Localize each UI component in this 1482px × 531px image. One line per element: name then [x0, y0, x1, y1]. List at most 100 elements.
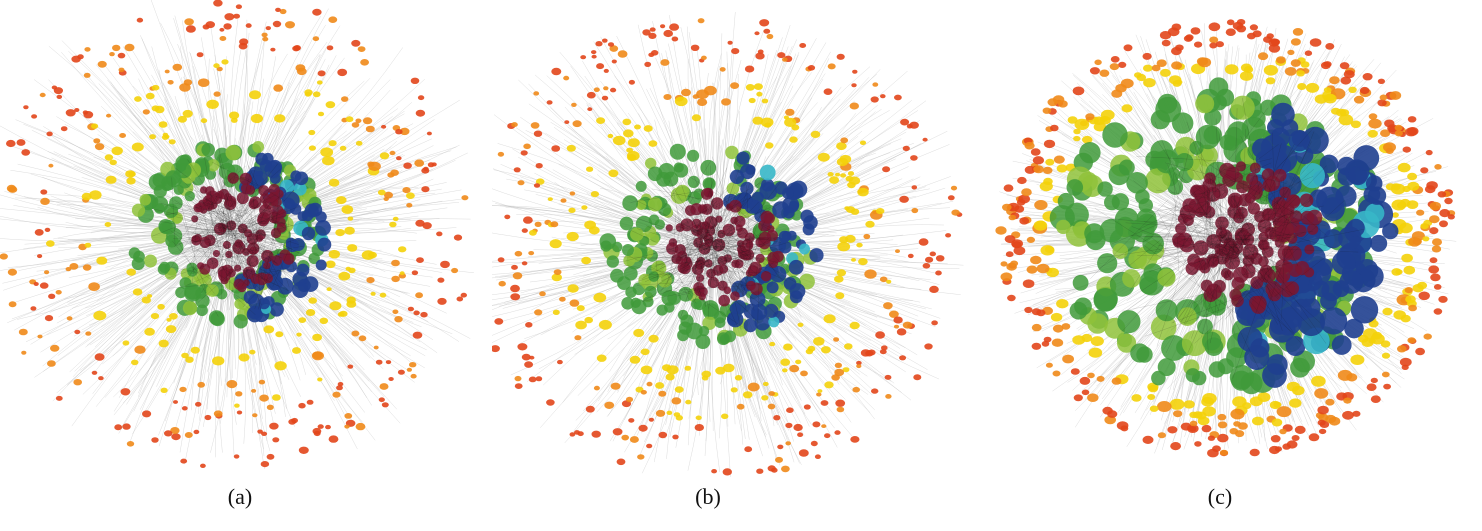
network-node: [1087, 372, 1095, 379]
network-node: [1295, 261, 1310, 276]
network-node: [245, 23, 252, 28]
network-node: [1304, 50, 1313, 56]
network-node: [261, 32, 268, 38]
network-node: [1429, 227, 1439, 235]
network-node: [802, 223, 815, 236]
network-node: [551, 273, 562, 282]
network-node: [366, 277, 375, 284]
network-node: [731, 300, 747, 315]
network-node: [341, 205, 354, 214]
network-node: [736, 151, 750, 165]
network-node: [1224, 126, 1244, 147]
network-node: [767, 465, 776, 472]
network-node: [701, 55, 707, 60]
network-node: [250, 113, 263, 124]
network-node: [766, 33, 774, 40]
network-node: [514, 383, 523, 389]
network-node: [1036, 263, 1050, 274]
network-node: [766, 225, 775, 233]
network-node: [109, 159, 117, 166]
network-node: [1348, 86, 1357, 94]
network-node: [1121, 104, 1133, 113]
network-node: [494, 318, 504, 325]
network-node: [663, 29, 673, 38]
network-node: [301, 226, 316, 241]
network-graph-b: [492, 11, 964, 477]
network-node: [918, 238, 929, 246]
network-node: [1300, 61, 1310, 68]
network-node: [576, 305, 585, 312]
network-node: [413, 310, 420, 316]
network-node: [569, 191, 576, 196]
network-node: [629, 436, 639, 443]
network-node: [609, 45, 619, 52]
network-node: [704, 85, 717, 96]
network-node: [360, 59, 369, 66]
network-node: [1006, 262, 1017, 271]
network-node: [1217, 433, 1229, 443]
network-node: [950, 185, 958, 191]
network-node: [1194, 441, 1202, 447]
network-node: [1257, 392, 1271, 402]
network-node: [44, 227, 51, 232]
network-node: [797, 322, 804, 327]
network-node: [566, 144, 576, 152]
network-node: [1128, 224, 1143, 240]
network-node: [1151, 370, 1166, 386]
network-node: [995, 226, 1007, 235]
network-node: [391, 275, 400, 283]
network-node: [649, 27, 656, 32]
network-node: [298, 446, 309, 454]
network-node: [261, 431, 268, 436]
network-node: [673, 412, 681, 417]
network-node: [173, 184, 184, 195]
network-node: [389, 150, 396, 156]
network-node: [317, 70, 326, 77]
network-node: [351, 330, 360, 337]
network-node: [416, 257, 424, 263]
network-node: [907, 253, 914, 259]
network-node: [834, 430, 841, 435]
network-node: [1193, 240, 1209, 256]
network-node: [1062, 354, 1074, 364]
network-node: [312, 36, 320, 42]
network-node: [697, 98, 708, 106]
network-node: [767, 403, 776, 410]
network-node: [900, 118, 910, 126]
network-node: [497, 257, 505, 263]
network-node: [292, 45, 300, 52]
network-node: [166, 318, 172, 322]
network-node: [219, 27, 225, 32]
network-node: [378, 397, 385, 403]
network-node: [1145, 168, 1171, 194]
network-node: [136, 17, 144, 23]
network-node: [1222, 173, 1236, 187]
network-node: [47, 360, 56, 367]
network-node: [201, 143, 215, 157]
network-node: [456, 296, 464, 302]
network-node: [1270, 435, 1281, 443]
network-node: [259, 394, 269, 402]
network-node: [809, 248, 824, 263]
network-node: [206, 257, 219, 270]
network-node: [411, 270, 419, 276]
network-node: [204, 414, 212, 421]
network-node: [233, 288, 247, 302]
network-node: [1344, 318, 1364, 339]
network-node: [630, 297, 641, 308]
network-node: [410, 373, 417, 379]
network-node: [1382, 222, 1399, 240]
network-node: [1067, 116, 1078, 124]
network-node: [807, 65, 816, 71]
network-node: [835, 172, 841, 177]
network-node: [85, 331, 92, 336]
network-node: [222, 241, 231, 249]
network-node: [1220, 268, 1231, 279]
network-node: [736, 403, 745, 410]
panel-label-c: (c): [1207, 484, 1233, 509]
network-node: [1172, 112, 1194, 134]
network-node: [756, 91, 763, 97]
network-node: [1208, 22, 1221, 32]
network-node: [1073, 394, 1083, 402]
network-node: [886, 279, 892, 284]
